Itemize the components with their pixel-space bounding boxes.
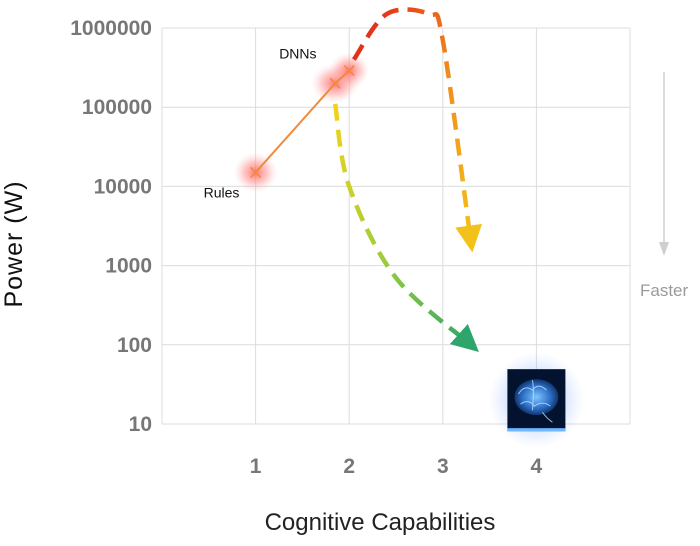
data-point-marker <box>343 65 355 77</box>
data-point-marker <box>250 166 262 179</box>
annotation-rules: Rules <box>204 184 240 200</box>
x-tick-label: 4 <box>531 455 543 478</box>
trend-arrow-red-to-yellow <box>352 7 483 253</box>
data-point-marker <box>329 77 341 89</box>
y-tick-label: 100000 <box>82 96 152 119</box>
annotation-dnns: DNNs <box>279 46 316 62</box>
data-series <box>250 65 355 179</box>
trend-arrow-yellow-to-green <box>332 103 479 352</box>
y-axis-title: Power (W) <box>0 180 28 307</box>
y-tick-label: 10000 <box>94 175 152 198</box>
x-tick-label: 1 <box>250 455 262 478</box>
x-tick-label: 3 <box>437 455 449 478</box>
y-tick-label: 1000000 <box>70 17 152 40</box>
faster-indicator: Faster <box>640 72 689 300</box>
y-tick-labels: 10 100 1000 10000 100000 1000000 <box>70 17 152 436</box>
y-tick-label: 1000 <box>105 255 152 278</box>
y-tick-label: 100 <box>117 334 152 357</box>
brain-image <box>488 352 585 449</box>
y-tick-label: 10 <box>129 413 152 436</box>
x-tick-labels: 1 2 3 4 <box>250 455 543 478</box>
faster-label: Faster <box>640 281 689 300</box>
faster-arrow-head <box>659 242 669 256</box>
x-tick-label: 2 <box>343 455 355 478</box>
x-axis-title: Cognitive Capabilities <box>265 509 496 536</box>
